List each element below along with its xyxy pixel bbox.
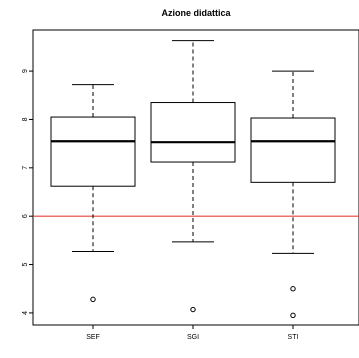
iqr-box bbox=[150, 102, 236, 163]
y-tick-label: 6 bbox=[22, 214, 29, 218]
boxplot-layer bbox=[50, 40, 336, 319]
iqr-box bbox=[250, 117, 336, 183]
box-sti bbox=[250, 70, 336, 319]
x-axis: SEF SGI STI bbox=[86, 325, 298, 341]
box-sgi bbox=[150, 40, 236, 313]
y-tick-label: 7 bbox=[22, 166, 29, 170]
y-tick-label: 5 bbox=[22, 263, 29, 267]
x-category-label: SEF bbox=[86, 334, 100, 341]
outlier-point bbox=[290, 286, 296, 292]
y-axis: 4 5 6 7 8 9 bbox=[22, 69, 33, 315]
x-category-label: STI bbox=[288, 334, 299, 341]
outlier-point bbox=[90, 296, 96, 303]
y-tick-label: 4 bbox=[22, 311, 29, 315]
outlier-point bbox=[290, 312, 296, 319]
outlier-point bbox=[190, 306, 196, 313]
y-tick-label: 9 bbox=[22, 69, 29, 73]
iqr-box bbox=[50, 116, 136, 187]
y-tick-label: 8 bbox=[22, 117, 29, 121]
x-category-label: SGI bbox=[187, 334, 199, 341]
box-sef bbox=[50, 84, 136, 303]
chart-title: Azione didattica bbox=[161, 8, 231, 18]
plot-frame bbox=[32, 29, 359, 326]
